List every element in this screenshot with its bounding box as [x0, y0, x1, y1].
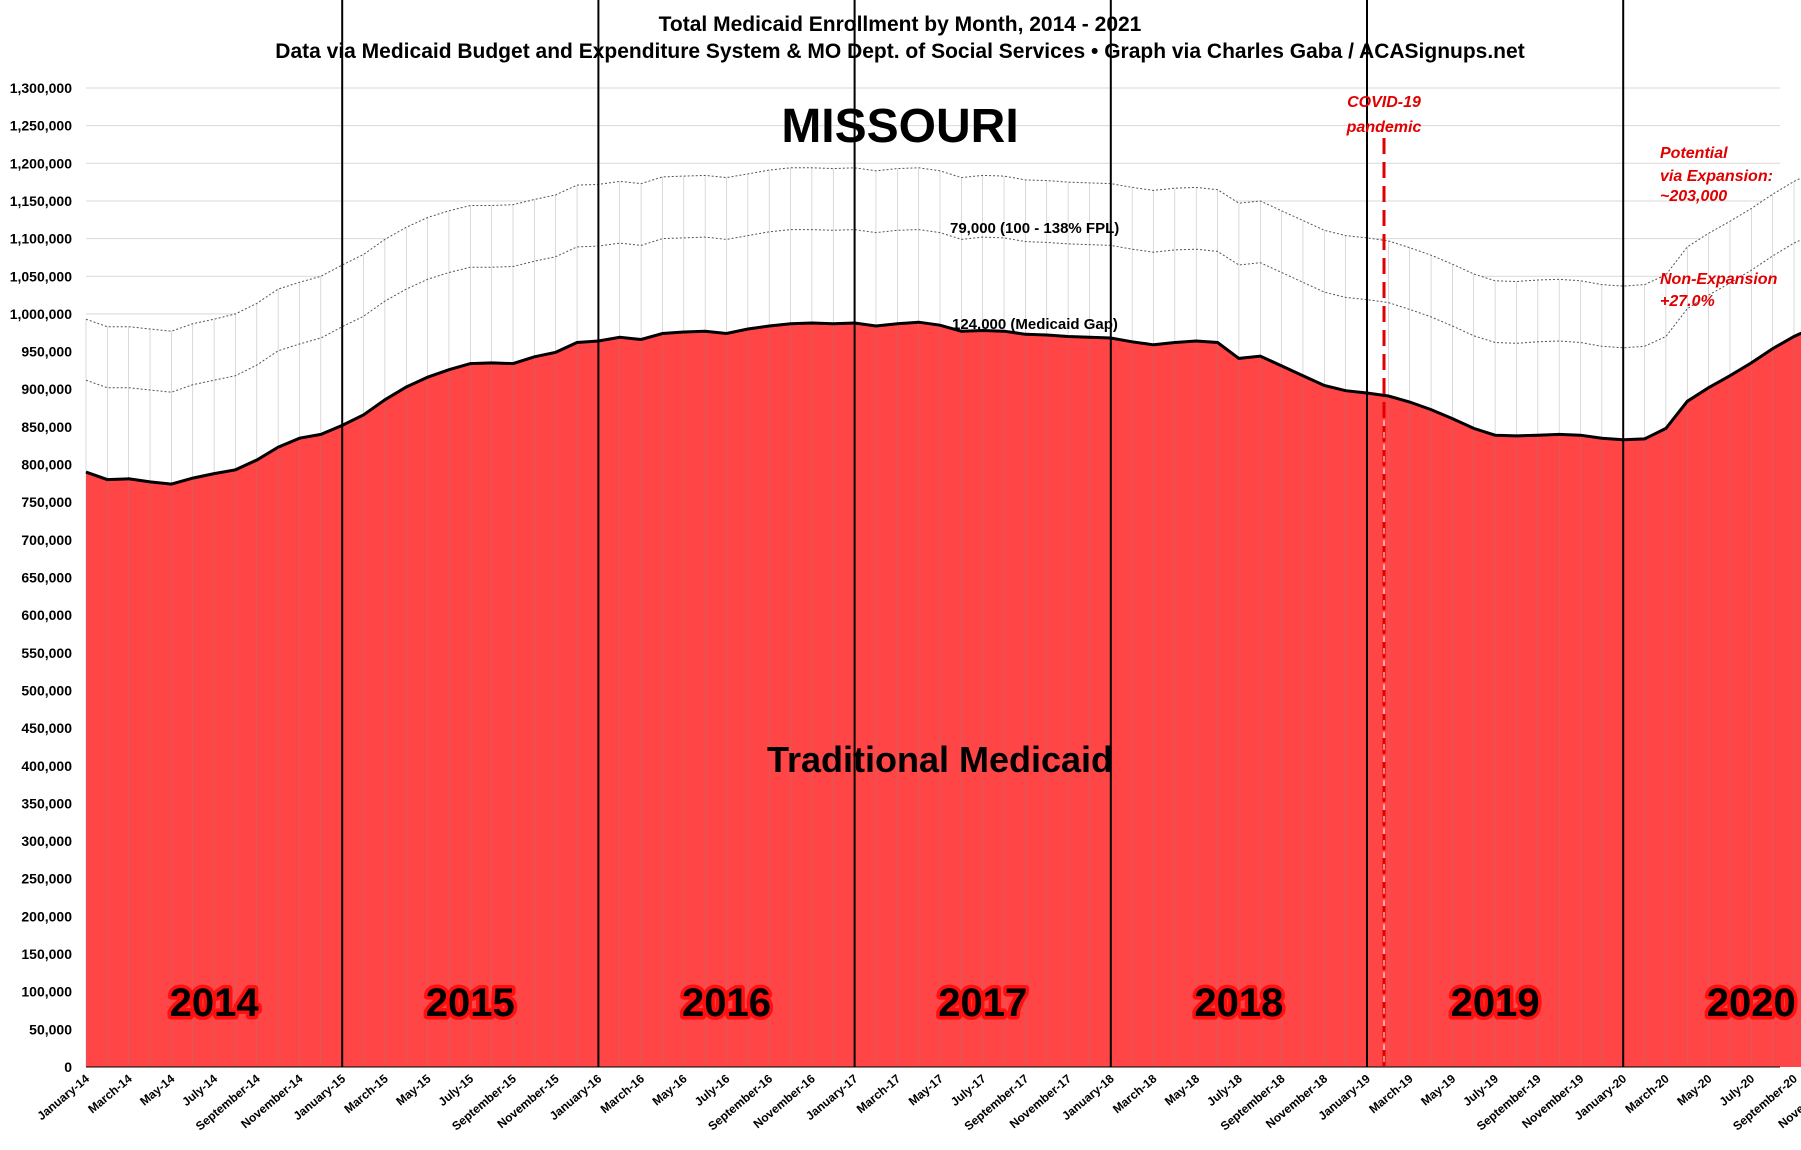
potential-label-line2: via Expansion:: [1660, 168, 1773, 185]
y-tick-label: 100,000: [21, 984, 72, 1000]
y-tick-label: 350,000: [21, 795, 72, 811]
year-label: 2020: [1707, 981, 1796, 1025]
year-label: 2014: [170, 981, 260, 1025]
medicaid-gap-label: 124,000 (Medicaid Gap): [952, 316, 1118, 333]
y-tick-label: 1,100,000: [10, 231, 72, 247]
y-tick-label: 850,000: [21, 419, 72, 435]
state-label: MISSOURI: [781, 100, 1018, 153]
y-tick-label: 1,200,000: [10, 155, 72, 171]
y-tick-label: 1,250,000: [10, 118, 72, 134]
y-tick-label: 400,000: [21, 758, 72, 774]
y-tick-label: 250,000: [21, 871, 72, 887]
year-label: 2018: [1194, 981, 1283, 1025]
traditional-medicaid-area: [86, 322, 1801, 1067]
fpl-band-label: 79,000 (100 - 138% FPL): [950, 220, 1119, 237]
traditional-medicaid-line: [85, 320, 1801, 486]
non-expansion-label-line2: +27.0%: [1660, 293, 1715, 310]
non-expansion-label-line1: Non-Expansion: [1660, 271, 1778, 288]
y-tick-label: 0: [64, 1059, 72, 1075]
y-axis-tick-labels: 0 50,000 100,000 150,000 200,000 250,000 300,0…: [10, 80, 73, 1075]
year-label: 2016: [682, 981, 771, 1025]
potential-label-line1: Potential: [1660, 145, 1728, 162]
year-labels: 20142015201620172018201920202021: [166, 978, 1799, 1029]
covid-label-line2: pandemic: [1346, 119, 1422, 136]
chart-title: Total Medicaid Enrollment by Month, 2014…: [659, 13, 1142, 36]
potential-label-line3: ~203,000: [1660, 188, 1727, 205]
y-tick-label: 800,000: [21, 457, 72, 473]
fpl-band-line: [85, 167, 1801, 332]
y-tick-label: 700,000: [21, 532, 72, 548]
year-label: 2019: [1451, 981, 1540, 1025]
medicaid-gap-line: [85, 229, 1801, 393]
y-tick-label: 1,150,000: [10, 193, 72, 209]
y-tick-label: 900,000: [21, 381, 72, 397]
y-tick-label: 50,000: [29, 1021, 72, 1037]
y-tick-label: 1,050,000: [10, 268, 72, 284]
y-tick-label: 500,000: [21, 682, 72, 698]
year-label: 2015: [426, 981, 515, 1025]
chart-subtitle: Data via Medicaid Budget and Expenditure…: [275, 40, 1524, 63]
y-tick-label: 600,000: [21, 607, 72, 623]
y-tick-label: 550,000: [21, 645, 72, 661]
y-tick-label: 950,000: [21, 344, 72, 360]
year-label: 2017: [938, 981, 1027, 1025]
y-tick-label: 150,000: [21, 946, 72, 962]
traditional-medicaid-label: Traditional Medicaid: [767, 739, 1113, 780]
y-tick-label: 1,000,000: [10, 306, 72, 322]
y-tick-label: 300,000: [21, 833, 72, 849]
series-lines: [85, 167, 1801, 486]
y-tick-label: 200,000: [21, 908, 72, 924]
y-tick-label: 1,300,000: [10, 80, 72, 96]
y-tick-label: 450,000: [21, 720, 72, 736]
y-tick-label: 750,000: [21, 494, 72, 510]
year-divider-lines: [341, 0, 1625, 1067]
y-tick-label: 650,000: [21, 570, 72, 586]
covid-label-line1: COVID-19: [1347, 94, 1421, 111]
